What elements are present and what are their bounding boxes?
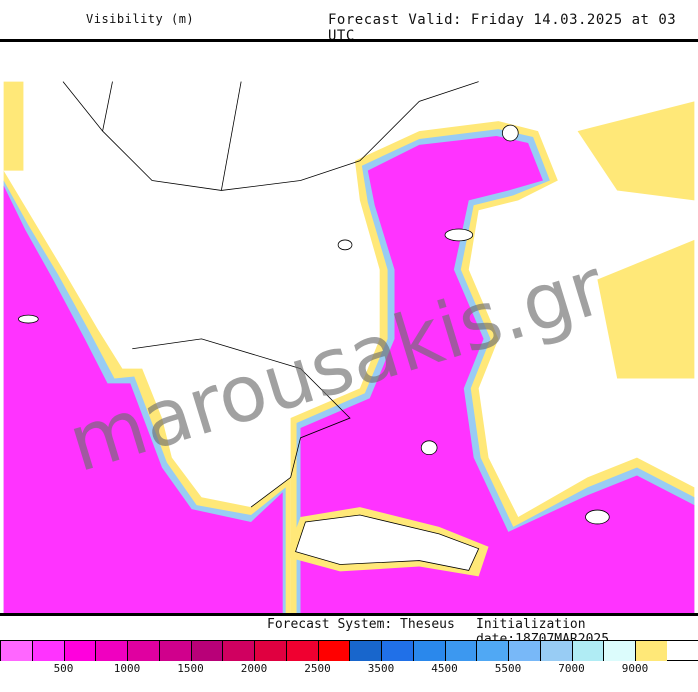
legend-swatch [254,641,286,661]
ionian-sea-low-visibility [3,170,291,613]
legend-swatch [571,641,604,661]
legend-swatch [603,641,635,661]
legend-label: 2500 [304,662,331,675]
islands [18,124,610,525]
legend-swatch [635,641,667,661]
legend-swatch [444,641,477,661]
legend-swatch [508,641,540,661]
aegean-sea-low-visibility [290,121,695,613]
borders [62,81,479,508]
crete-island [285,507,489,577]
legend-swatch [349,641,381,661]
legend-swatch [63,641,96,661]
legend-label: 5500 [494,662,522,675]
legend-label: 4500 [431,662,458,675]
legend-swatch [381,641,413,661]
forecast-system: Forecast System: Theseus [267,617,455,632]
legend-swatch [95,641,127,661]
legend-swatch [539,641,572,661]
legend-swatch [222,641,254,661]
legend-swatch [0,641,32,661]
legend-label: 7000 [558,662,585,675]
map-title: Visibility (m) [86,12,195,26]
turkey-yellow-patch [577,101,695,201]
legend-swatch [31,641,64,661]
legend-swatch [317,641,350,661]
legend-label: 1500 [177,662,204,675]
legend-swatch [476,641,508,661]
legend-label: 1000 [113,662,141,675]
legend-swatch [158,641,191,661]
legend-label: 3500 [367,662,395,675]
legend-label: 500 [53,662,74,675]
legend-swatch [285,641,318,661]
visibility-map [0,39,698,616]
legend-swatch [127,641,159,661]
legend-swatch [412,641,445,661]
legend-swatch [190,641,223,661]
anatolia-yellow-patch [597,239,695,379]
legend-label: 9000 [621,662,649,675]
legend-label: 2000 [240,662,268,675]
